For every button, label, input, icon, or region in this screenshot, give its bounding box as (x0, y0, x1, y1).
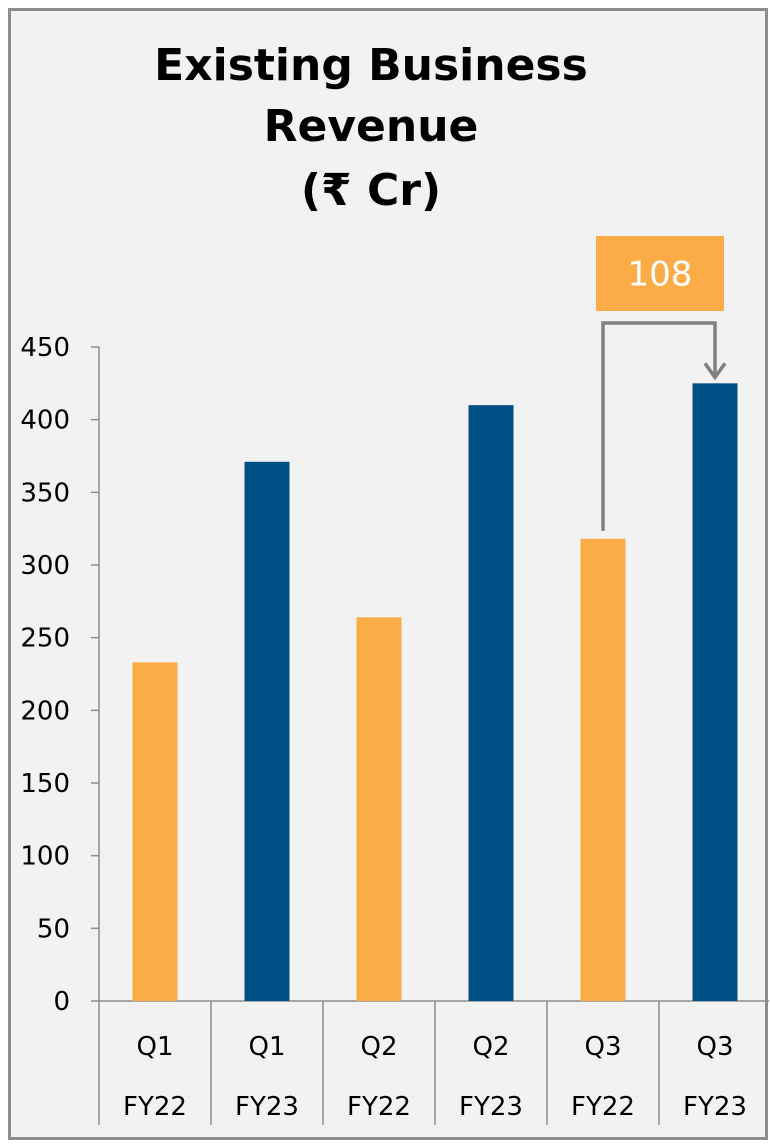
chart-title: Existing Business Revenue (₹ Cr) (154, 40, 588, 216)
bar (692, 383, 738, 1001)
y-tick-label: 100 (20, 842, 70, 872)
x-tick-label-year: FY22 (347, 1092, 411, 1122)
annotation-label: 108 (628, 255, 693, 295)
x-tick-label-quarter: Q1 (136, 1032, 173, 1062)
y-tick-label: 300 (20, 551, 70, 581)
x-tick-label-quarter: Q1 (248, 1032, 285, 1062)
y-tick-label: 400 (20, 406, 70, 436)
chart-title-line-1: Existing Business (154, 40, 588, 91)
y-tick-label: 0 (53, 987, 70, 1017)
y-tick-label: 200 (20, 696, 70, 726)
bar (132, 662, 178, 1001)
y-tick-label: 50 (37, 914, 70, 944)
x-tick-label-quarter: Q2 (472, 1032, 509, 1062)
x-tick-label-year: FY23 (683, 1092, 747, 1122)
x-tick-label-year: FY22 (571, 1092, 635, 1122)
y-tick-label: 150 (20, 769, 70, 799)
bar (356, 617, 402, 1001)
x-tick-label-year: FY23 (459, 1092, 523, 1122)
chart-title-line-2: Revenue (264, 101, 479, 152)
y-tick-label: 250 (20, 624, 70, 654)
x-tick-label-year: FY22 (123, 1092, 187, 1122)
chart-title-line-3: (₹ Cr) (301, 165, 441, 216)
chart-axes: 0 50 100 150 200 250 300 350 400 450 Q1 FY22 Q1 FY23 Q… (20, 333, 769, 1125)
x-tick-label-year: FY23 (235, 1092, 299, 1122)
bar (580, 538, 626, 1001)
difference-annotation: 108 (596, 236, 727, 531)
x-tick-label-quarter: Q2 (360, 1032, 397, 1062)
bar (468, 405, 514, 1002)
annotation-box (596, 236, 724, 311)
bar (244, 461, 290, 1001)
x-tick-label-quarter: Q3 (696, 1032, 733, 1062)
chart-bars (132, 383, 738, 1002)
annotation-arrowhead (703, 362, 727, 381)
x-tick-label-quarter: Q3 (584, 1032, 621, 1062)
y-tick-label: 450 (20, 333, 70, 363)
annotation-bracket (601, 321, 717, 531)
y-tick-label: 350 (20, 478, 70, 508)
